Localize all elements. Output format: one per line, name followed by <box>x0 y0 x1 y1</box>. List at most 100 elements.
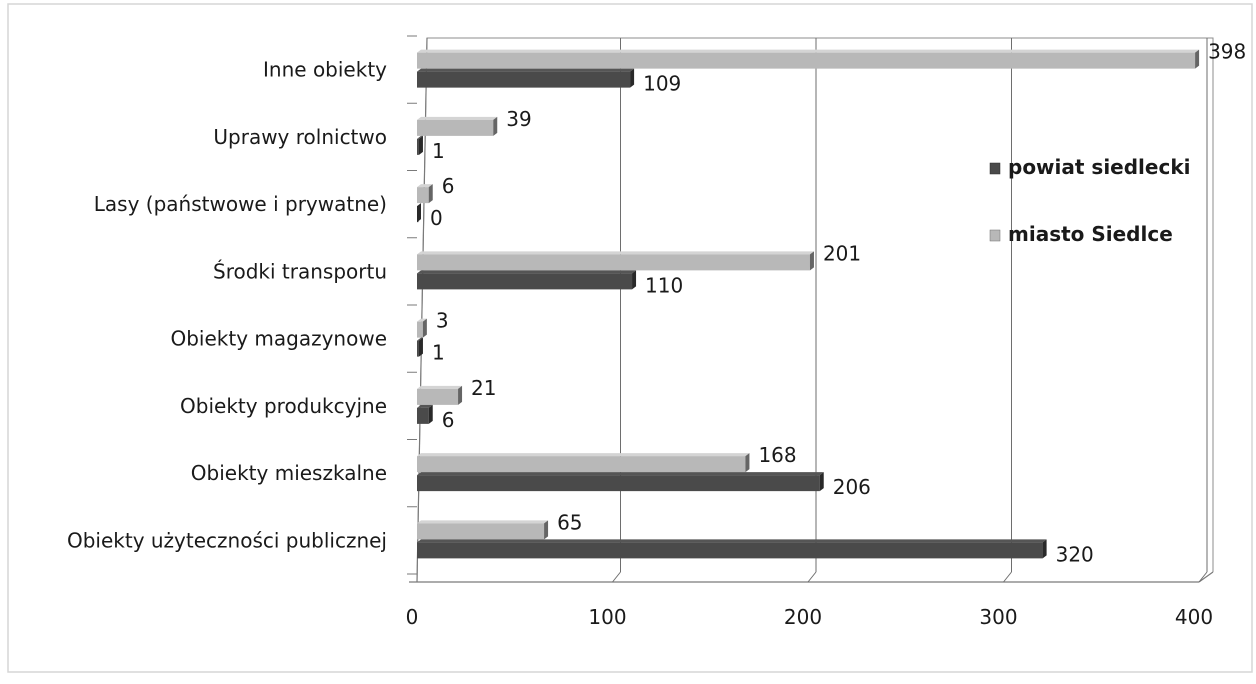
bar-front-face <box>417 523 545 540</box>
bar-top-face <box>417 337 423 341</box>
category-label: Inne obiekty <box>263 58 387 82</box>
bar-front-face <box>417 254 810 271</box>
bar-top-face <box>417 520 549 524</box>
bar-top-face <box>417 49 1200 53</box>
bar-front-face <box>417 119 494 136</box>
bar-miasto <box>417 520 549 540</box>
bar-front-face <box>417 340 419 357</box>
bar-front-face <box>417 475 820 492</box>
x-tick-label: 300 <box>979 605 1017 629</box>
plot-back-wall <box>416 37 1214 583</box>
value-label: 1 <box>432 139 445 163</box>
bar-end-cap <box>544 520 549 540</box>
bar-front-face <box>417 273 633 290</box>
category-label: Obiekty magazynowe <box>170 327 387 351</box>
bar-front-face <box>417 407 429 424</box>
value-label: 6 <box>442 174 455 198</box>
bar-top-face <box>417 539 1047 543</box>
legend-label: miasto Siedlce <box>1008 222 1173 246</box>
bar-end-cap <box>630 68 635 88</box>
category-label: Obiekty użyteczności publicznej <box>67 528 387 552</box>
bar-top-face <box>417 318 427 322</box>
bar-top-face <box>417 184 433 188</box>
gridline-x-depth-300 <box>1003 571 1012 583</box>
legend-swatch <box>989 229 1001 242</box>
bar-end-cap <box>428 184 433 204</box>
category-label: Obiekty mieszkalne <box>191 461 387 485</box>
bar-miasto <box>417 385 463 405</box>
bar-end-cap <box>745 453 750 473</box>
bar-miasto <box>417 453 750 473</box>
bar-front-face <box>417 456 746 473</box>
bar-miasto <box>417 318 427 338</box>
bar-top-face <box>417 404 433 408</box>
chart-border <box>7 3 1253 673</box>
bar-top-face <box>417 135 423 139</box>
value-label: 206 <box>833 475 871 499</box>
x-tick-label: 0 <box>406 605 419 629</box>
bar-front-face <box>417 321 423 338</box>
bar-powiat <box>417 68 635 88</box>
value-label: 320 <box>1056 542 1094 566</box>
bar-end-cap <box>1195 49 1200 69</box>
bar-miasto <box>417 49 1200 69</box>
bar-powiat <box>417 539 1047 559</box>
bar-powiat <box>417 135 423 155</box>
bar-end-cap <box>418 135 423 155</box>
bar-front-face <box>417 52 1196 69</box>
bar-miasto <box>417 116 498 136</box>
bar-powiat <box>417 472 824 492</box>
x-tick-label: 200 <box>784 605 822 629</box>
bar-front-face <box>417 187 429 204</box>
category-label: Środki transportu <box>213 259 387 283</box>
x-tick-label: 100 <box>588 605 626 629</box>
bar-end-cap <box>1042 539 1047 559</box>
gridline-x-depth-200 <box>807 571 817 583</box>
value-label: 3 <box>436 309 449 333</box>
bar-end-cap <box>428 404 433 424</box>
bar-end-cap <box>458 385 463 405</box>
bar-front-face <box>417 542 1043 559</box>
x-tick-label: 400 <box>1175 605 1213 629</box>
bar-powiat <box>417 270 637 290</box>
bar-front-face <box>417 388 459 405</box>
value-label: 1 <box>432 341 445 365</box>
bar-front-face <box>417 71 631 88</box>
bar-top-face <box>417 385 463 389</box>
value-label: 398 <box>1208 40 1246 64</box>
bar-powiat <box>417 404 433 424</box>
bar-top-face <box>417 270 637 274</box>
gridline-x-depth-400 <box>1198 571 1208 583</box>
value-label: 0 <box>430 206 443 230</box>
value-label: 21 <box>471 376 496 400</box>
category-label: Obiekty produkcyjne <box>180 394 387 418</box>
bar-top-face <box>417 116 498 120</box>
category-label: Lasy (państwowe i prywatne) <box>94 192 387 216</box>
bar-end-cap <box>632 270 637 290</box>
value-label: 6 <box>442 408 455 432</box>
bar-miasto <box>417 251 814 271</box>
value-label: 39 <box>506 107 531 131</box>
bar-front-face <box>417 138 419 155</box>
bar-end-cap <box>422 318 427 338</box>
legend-swatch <box>989 162 1001 175</box>
bar-powiat <box>417 337 423 357</box>
value-label: 109 <box>643 72 681 96</box>
bar-powiat <box>417 203 421 223</box>
bar-end-cap <box>809 251 814 271</box>
legend-label: powiat siedlecki <box>1008 155 1190 179</box>
bar-top-face <box>417 453 750 457</box>
bar-top-face <box>417 472 824 476</box>
gridline-x-depth-100 <box>612 571 621 583</box>
bar-top-face <box>417 68 635 72</box>
value-label: 65 <box>557 510 582 534</box>
bar-end-cap <box>493 116 498 136</box>
value-label: 201 <box>823 241 861 265</box>
value-label: 168 <box>758 443 796 467</box>
bar-end-cap <box>418 337 423 357</box>
bar-top-face <box>417 251 814 255</box>
bar-end-cap <box>819 472 824 492</box>
value-label: 110 <box>645 273 683 297</box>
